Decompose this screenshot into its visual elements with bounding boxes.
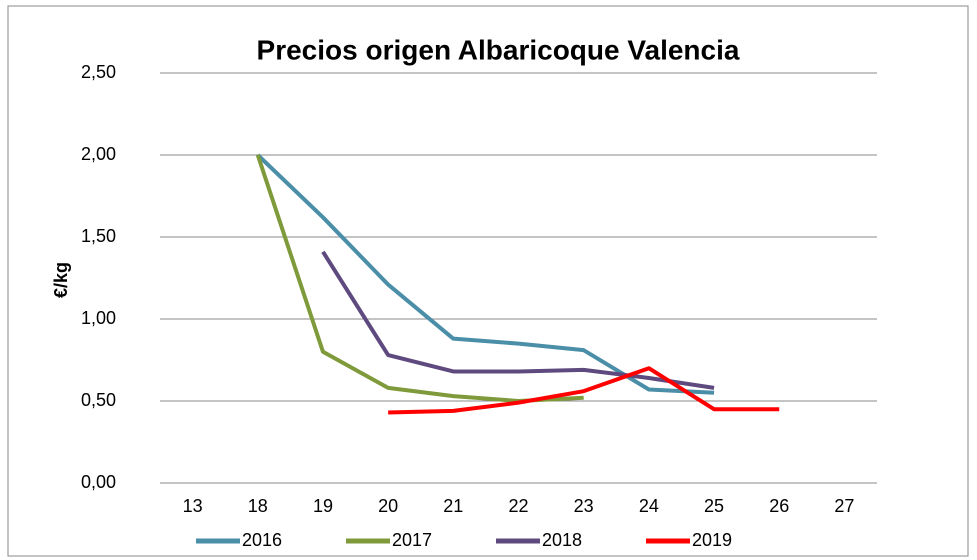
x-tick-label: 21 xyxy=(443,496,463,516)
legend-label: 2017 xyxy=(392,530,432,550)
chart-border xyxy=(7,5,969,557)
y-tick-label: 1,00 xyxy=(81,308,116,328)
series-line xyxy=(256,153,715,395)
y-tick-label: 0,00 xyxy=(81,472,116,492)
x-tick-label: 23 xyxy=(574,496,594,516)
x-tick-label: 18 xyxy=(248,496,268,516)
y-axis-label: €/kg xyxy=(51,262,71,298)
legend-label: 2018 xyxy=(542,530,582,550)
y-tick-label: 2,50 xyxy=(81,62,116,82)
x-tick-label: 19 xyxy=(313,496,333,516)
legend-label: 2016 xyxy=(242,530,282,550)
legend-label: 2019 xyxy=(692,530,732,550)
y-tick-label: 1,50 xyxy=(81,226,116,246)
chart-title: Precios origen Albaricoque Valencia xyxy=(257,34,740,65)
x-tick-label: 13 xyxy=(183,496,203,516)
x-tick-label: 22 xyxy=(508,496,528,516)
x-tick-label: 25 xyxy=(704,496,724,516)
x-tick-label: 26 xyxy=(769,496,789,516)
y-tick-label: 0,50 xyxy=(81,390,116,410)
x-tick-label: 27 xyxy=(834,496,854,516)
series-line xyxy=(388,366,780,415)
series-line xyxy=(321,250,715,390)
y-tick-label: 2,00 xyxy=(81,144,116,164)
x-tick-label: 20 xyxy=(378,496,398,516)
x-tick-label: 24 xyxy=(639,496,659,516)
